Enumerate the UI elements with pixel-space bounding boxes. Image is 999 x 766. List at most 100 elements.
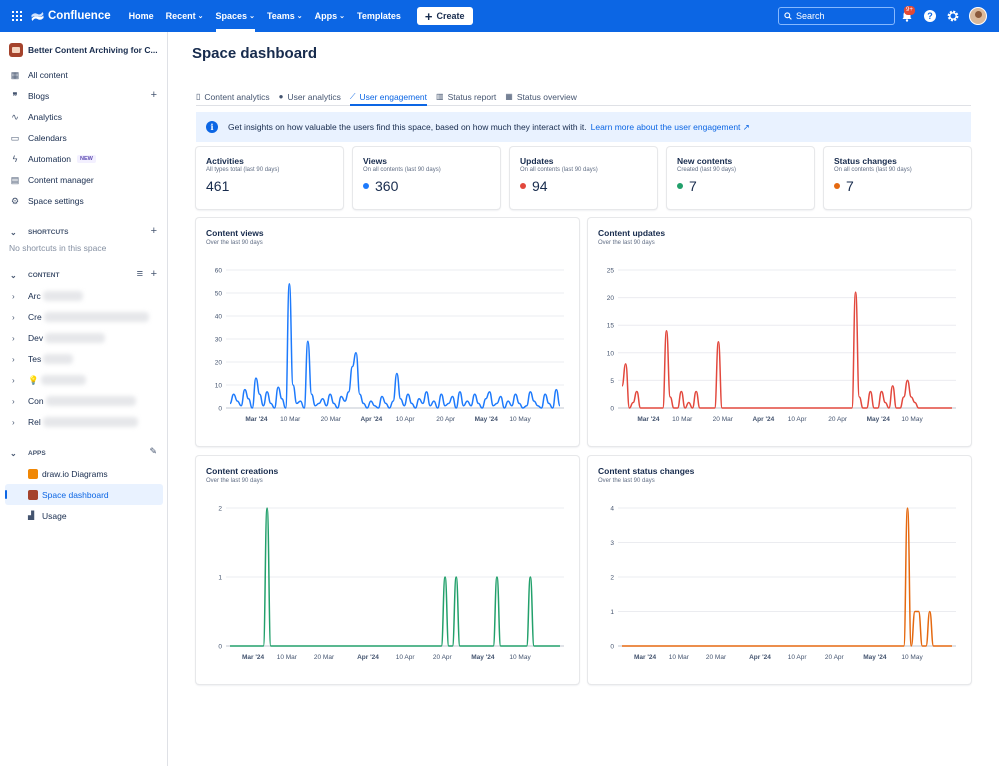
app-item-usage[interactable]: ▟ Usage — [28, 509, 67, 523]
sidebar-item-automation[interactable]: ϟ Automation NEW — [10, 152, 96, 166]
stat-subtitle: Created (last 90 days) — [677, 167, 737, 173]
calendar-icon: ▭ — [10, 132, 20, 143]
x-tick-label: 10 Mar — [669, 654, 690, 661]
tree-item[interactable]: › Dev — [12, 331, 106, 345]
x-tick-label: 20 Mar — [706, 654, 727, 661]
app-item-space-dashboard[interactable]: Space dashboard — [28, 488, 109, 502]
chevron-down-icon: ⌄ — [10, 271, 17, 280]
create-label: Create — [436, 11, 465, 21]
add-blog-icon[interactable]: + — [150, 89, 157, 101]
filter-icon[interactable]: ≡ — [136, 268, 143, 280]
x-tick-label: 20 Mar — [713, 416, 734, 423]
tree-item-label: Tes — [28, 354, 42, 364]
nav-teams-label: Teams — [266, 11, 295, 21]
app-item-drawio[interactable]: draw.io Diagrams — [28, 467, 108, 481]
nav-apps-label: Apps — [314, 11, 338, 21]
tree-item-label: Dev — [28, 333, 44, 343]
shortcuts-heading[interactable]: ⌄ SHORTCUTS — [10, 228, 68, 237]
content-heading[interactable]: ⌄ CONTENT — [10, 271, 59, 280]
tree-item-label: Cre — [28, 312, 42, 322]
tree-item[interactable]: › Con — [12, 394, 136, 408]
search-placeholder: Search — [796, 11, 825, 21]
stat-card-status-changes: Status changes On all contents (last 90 … — [824, 147, 971, 209]
x-tick-label: Mar '24 — [245, 416, 268, 423]
stat-value: 7 — [846, 178, 854, 194]
confluence-logo[interactable]: Confluence — [31, 10, 111, 22]
tab-user-engagement[interactable]: ⟋ User engagement — [349, 88, 428, 106]
y-tick-label: 1 — [218, 575, 222, 582]
sidebar-item-space-settings[interactable]: ⚙ Space settings — [10, 194, 84, 208]
sidebar: Better Content Archiving for C... ▦ All c… — [0, 32, 168, 766]
lightning-icon: ϟ — [12, 154, 18, 164]
tree-item[interactable]: › 💡 — [12, 373, 86, 387]
y-tick-label: 3 — [610, 540, 614, 547]
shortcuts-empty: No shortcuts in this space — [9, 243, 107, 253]
learn-more-link[interactable]: Learn more about the user engagement ↗ — [590, 121, 750, 132]
tab-user-analytics[interactable]: ● User analytics — [279, 88, 341, 105]
sidebar-item-analytics[interactable]: ∿ Analytics — [10, 110, 62, 124]
document-icon: ▯ — [196, 92, 201, 101]
apps-heading[interactable]: ⌄ APPS — [10, 449, 46, 458]
y-tick-label: 10 — [607, 350, 615, 357]
x-tick-label: 10 Apr — [788, 654, 808, 661]
nav-spaces-label: Spaces — [215, 11, 248, 21]
x-tick-label: 10 Apr — [788, 416, 808, 423]
y-tick-label: 25 — [607, 268, 615, 275]
selected-indicator — [5, 490, 7, 499]
app-switcher-icon[interactable] — [12, 11, 22, 21]
nav-apps[interactable]: Apps ⌄ — [315, 0, 345, 32]
x-tick-label: Mar '24 — [637, 416, 660, 423]
sidebar-item-calendars[interactable]: ▭ Calendars — [10, 131, 67, 145]
tree-item[interactable]: › Arc — [12, 289, 83, 303]
chevron-down-icon: ⌄ — [197, 13, 204, 20]
sidebar-item-blogs[interactable]: ❞ Blogs — [10, 89, 50, 103]
space-header[interactable]: Better Content Archiving for C... — [9, 43, 164, 57]
sidebar-item-all-content[interactable]: ▦ All content — [10, 68, 68, 82]
space-name: Better Content Archiving for C... — [28, 45, 158, 55]
tree-item[interactable]: › Cre — [12, 310, 149, 324]
avatar[interactable] — [969, 7, 987, 25]
add-shortcut-icon[interactable]: + — [150, 225, 157, 237]
x-tick-label: 20 Apr — [825, 654, 845, 661]
nav-home[interactable]: Home — [129, 0, 154, 32]
chart-card-content-views: Content views Over the last 90 days 0 10 2… — [196, 218, 579, 446]
redacted-text — [42, 417, 138, 427]
settings-icon[interactable] — [946, 9, 960, 23]
add-content-icon[interactable]: + — [150, 268, 157, 280]
nav-recent[interactable]: Recent ⌄ — [166, 0, 204, 32]
edit-icon[interactable]: ✎ — [149, 446, 157, 456]
stat-value: 7 — [689, 178, 697, 194]
x-tick-label: May '24 — [867, 416, 891, 423]
help-icon[interactable]: ? — [923, 9, 937, 23]
nav-home-label: Home — [128, 11, 154, 21]
stat-value: 360 — [375, 178, 399, 194]
stat-card-views: Views On all contents (last 90 days) 360 — [353, 147, 500, 209]
nav-spaces[interactable]: Spaces ⌄ — [215, 0, 256, 32]
series-line — [621, 507, 952, 647]
tree-item[interactable]: › Rel — [12, 415, 138, 429]
nav-teams[interactable]: Teams ⌄ — [267, 0, 303, 32]
sidebar-item-label: Automation — [28, 154, 71, 164]
create-button[interactable]: + Create — [416, 7, 473, 25]
x-tick-label: Apr '24 — [752, 416, 774, 423]
tab-label: User analytics — [287, 91, 341, 102]
line-chart-icon: ⟋ — [349, 91, 356, 101]
chevron-right-icon: › — [12, 312, 15, 322]
tab-content-analytics[interactable]: ▯ Content analytics — [196, 88, 270, 105]
tab-status-overview[interactable]: ▦ Status overview — [505, 88, 577, 105]
analytics-icon: ∿ — [11, 111, 19, 122]
brand-name: Confluence — [48, 10, 111, 22]
nav-templates-label: Templates — [357, 11, 401, 21]
chart-card-content-status-changes: Content status changes Over the last 90 … — [588, 456, 971, 684]
sidebar-item-content-manager[interactable]: ▤ Content manager — [10, 173, 94, 187]
nav-templates[interactable]: Templates — [357, 0, 401, 32]
y-tick-label: 30 — [215, 337, 223, 344]
chevron-down-icon: ⌄ — [296, 13, 303, 20]
redacted-text — [45, 333, 106, 343]
stat-value: 94 — [532, 178, 548, 194]
y-tick-label: 5 — [610, 378, 614, 385]
search-input[interactable]: Search — [778, 7, 895, 25]
tree-item[interactable]: › Tes — [12, 352, 74, 366]
page-title: Space dashboard — [192, 45, 318, 62]
tab-status-report[interactable]: ▥ Status report — [436, 88, 496, 105]
